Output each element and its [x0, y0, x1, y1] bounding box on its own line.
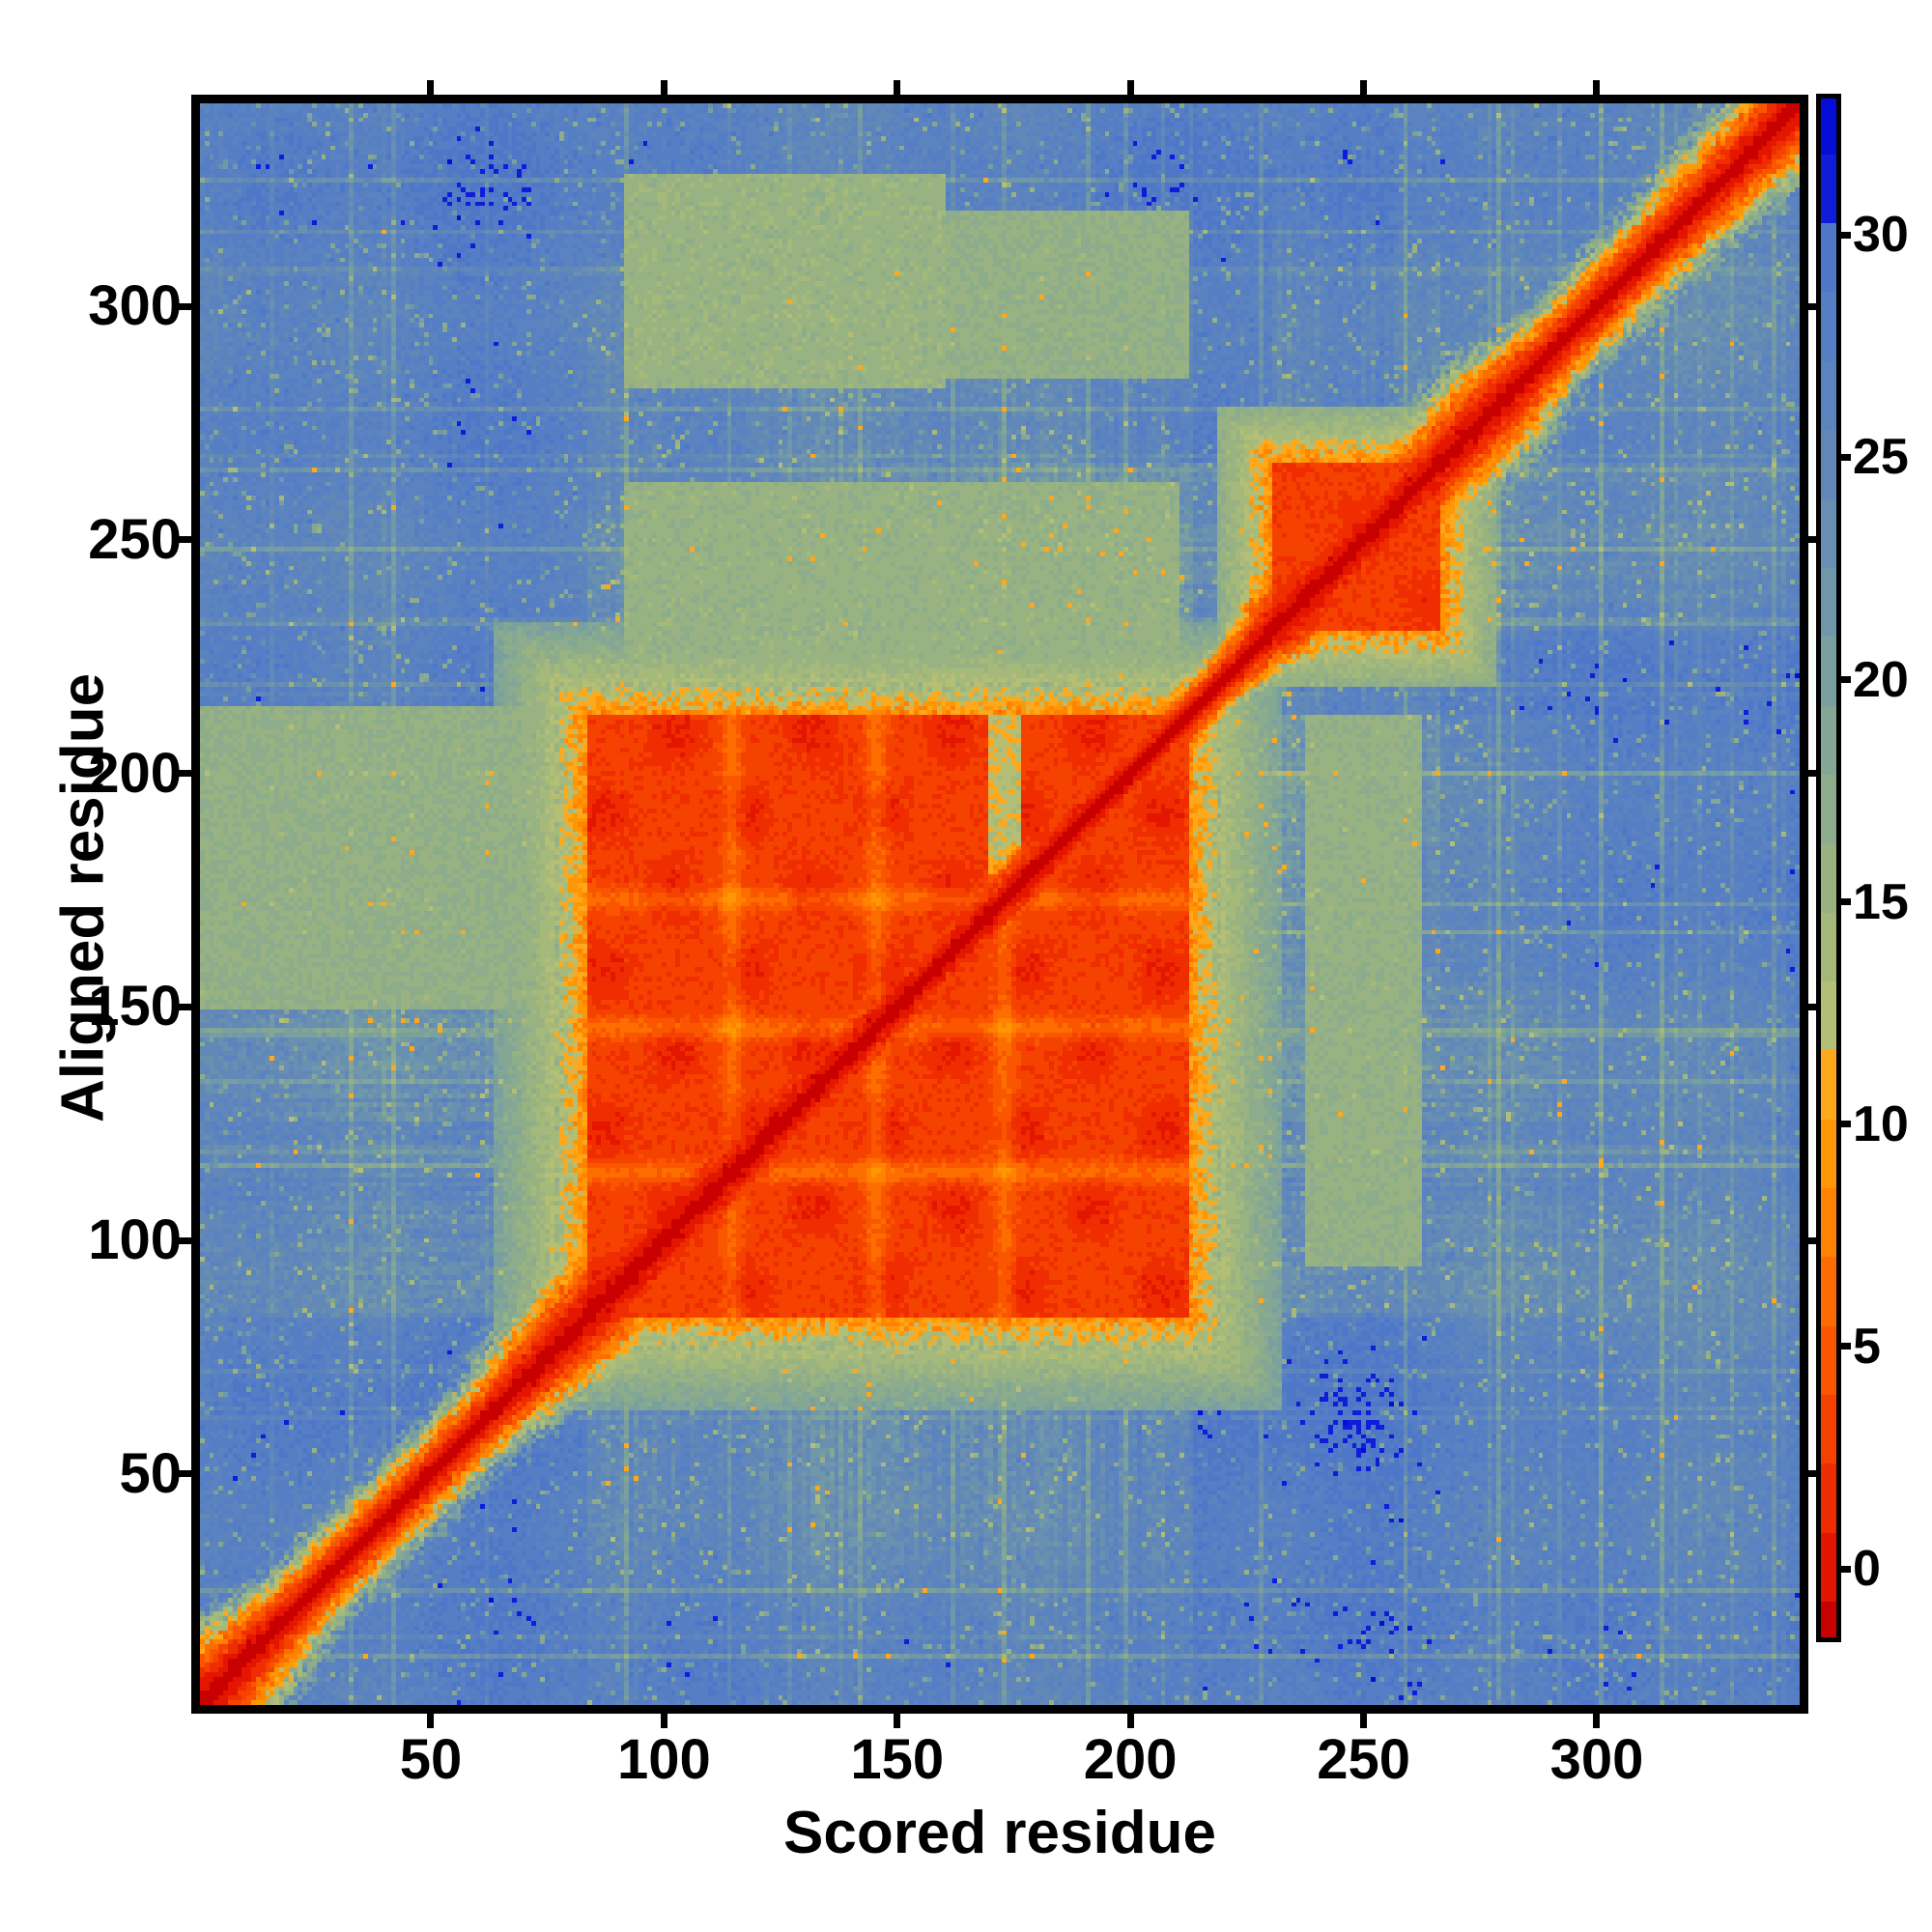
colorbar-tick: [1841, 231, 1851, 239]
colorbar-tick-label: 15: [1853, 873, 1909, 930]
x-tick-label: 250: [1317, 1728, 1410, 1791]
y-axis-tick-right: [1808, 536, 1820, 544]
x-axis-tick-bottom: [1593, 1714, 1601, 1728]
x-axis-tick-bottom: [1126, 1714, 1134, 1728]
y-tick-label: 300: [88, 274, 182, 338]
y-axis-tick-left: [177, 302, 191, 310]
y-tick-label: 100: [88, 1208, 182, 1272]
y-tick-label: 150: [88, 975, 182, 1038]
y-axis-title: Aligned residue: [49, 672, 117, 1123]
y-axis-tick-right: [1808, 302, 1820, 310]
x-axis-tick-top: [660, 80, 668, 95]
colorbar-tick: [1841, 1565, 1851, 1573]
y-axis-tick-left: [177, 1236, 191, 1244]
x-tick-label: 300: [1549, 1728, 1644, 1791]
x-axis-tick-bottom: [894, 1714, 901, 1728]
colorbar-tick-label: 25: [1853, 429, 1909, 486]
x-tick-label: 150: [850, 1728, 945, 1791]
heatmap-frame: [191, 95, 1808, 1714]
y-axis-tick-right: [1808, 1003, 1820, 1010]
x-axis-tick-bottom: [660, 1714, 668, 1728]
y-tick-label: 50: [119, 1441, 182, 1505]
y-axis-tick-right: [1808, 1470, 1820, 1478]
colorbar-tick-label: 10: [1853, 1095, 1909, 1152]
heatmap-canvas: [200, 103, 1800, 1705]
y-axis-tick-left: [177, 1470, 191, 1478]
colorbar-frame: [1816, 94, 1841, 1642]
y-tick-label: 250: [88, 507, 182, 571]
x-axis-tick-top: [1593, 80, 1601, 95]
x-axis-title: Scored residue: [783, 1800, 1216, 1866]
y-axis-tick-right: [1808, 770, 1820, 778]
y-tick-label: 200: [88, 741, 182, 805]
x-tick-label: 50: [399, 1728, 463, 1791]
colorbar-tick-label: 0: [1853, 1541, 1881, 1598]
colorbar-tick: [1841, 1121, 1851, 1128]
colorbar-tick: [1841, 1343, 1851, 1350]
colorbar-tick-label: 20: [1853, 651, 1909, 708]
x-axis-tick-bottom: [427, 1714, 435, 1728]
y-axis-tick-left: [177, 1003, 191, 1010]
x-axis-tick-bottom: [1360, 1714, 1368, 1728]
colorbar-tick-label: 5: [1853, 1318, 1881, 1375]
colorbar-canvas: [1821, 99, 1836, 1637]
colorbar-tick: [1841, 453, 1851, 461]
x-tick-label: 100: [616, 1728, 711, 1791]
x-axis-tick-top: [894, 80, 901, 95]
x-axis-tick-top: [1360, 80, 1368, 95]
y-axis-tick-right: [1808, 1236, 1820, 1244]
x-axis-tick-top: [427, 80, 435, 95]
x-tick-label: 200: [1083, 1728, 1178, 1791]
colorbar-tick-label: 30: [1853, 207, 1909, 264]
y-axis-tick-left: [177, 770, 191, 778]
colorbar-tick: [1841, 898, 1851, 906]
colorbar-tick: [1841, 676, 1851, 684]
y-axis-tick-left: [177, 536, 191, 544]
x-axis-tick-top: [1126, 80, 1134, 95]
